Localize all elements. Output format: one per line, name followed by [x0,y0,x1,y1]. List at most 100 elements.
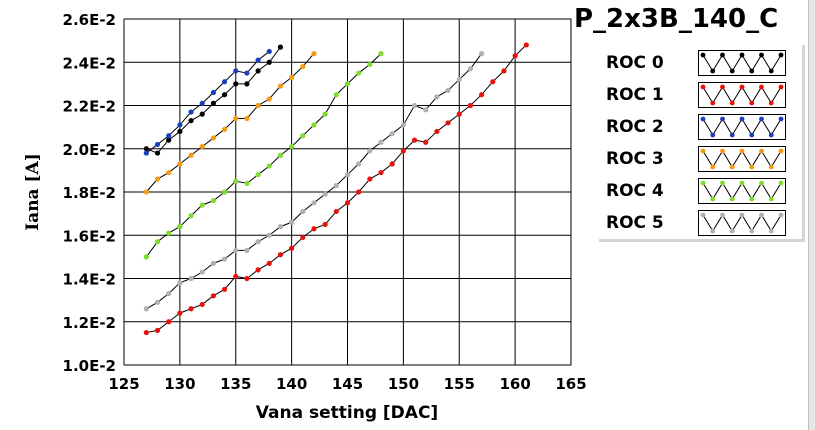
data-point [311,200,317,206]
legend-marker [720,84,725,90]
data-point [378,51,384,57]
legend-marker [729,196,735,202]
data-point [210,89,216,96]
data-point [289,219,295,225]
data-point [154,176,161,182]
data-point [210,293,216,299]
data-point [400,122,406,128]
data-point [233,81,239,87]
data-point [277,44,284,50]
data-point [322,191,328,197]
x-axis: 125 130 135 140 145 150 155 160 165 [108,375,586,393]
data-point [199,301,205,308]
data-point [255,267,261,273]
y-tick-label: 1.2E-2 [63,314,116,332]
data-point [277,252,284,258]
data-point [277,152,284,158]
legend-marker [759,116,764,122]
legend-line [702,86,782,104]
data-point [289,74,295,80]
data-point [177,161,183,167]
data-point [255,239,261,245]
legend-marker [710,68,716,74]
data-point [467,66,474,72]
data-point [166,169,172,176]
data-point [233,115,239,122]
data-point [322,221,328,228]
legend-marker [720,116,725,122]
legend-marker [778,84,784,90]
data-point [445,87,451,93]
data-point [244,70,250,76]
data-point [333,92,339,98]
data-point [154,150,161,156]
data-point [143,150,149,156]
legend-label: ROC 5 [606,213,664,233]
data-point [523,42,529,48]
legend-swatch-glyph [700,180,784,202]
legend-marker [768,68,774,74]
legend-marker [778,116,784,122]
data-point [434,94,440,100]
data-point [356,189,362,195]
x-tick-label: 125 [108,375,139,393]
data-point [143,189,149,195]
legend-marker [749,132,755,138]
x-tick-label: 130 [164,375,195,393]
window-edge [808,0,815,430]
data-point [300,234,306,241]
data-point [244,180,250,186]
legend-swatch [698,178,786,204]
legend-marker [759,180,764,186]
data-point [188,213,194,219]
data-point [154,327,161,333]
y-tick-label: 1.0E-2 [63,357,116,375]
data-point [233,247,239,253]
data-point [501,68,507,74]
series-line [145,53,315,193]
data-point [266,96,272,102]
data-point [289,245,295,251]
legend-marker [759,84,764,90]
legend-label: ROC 1 [606,85,664,105]
legend-item: ROC 2 [596,114,802,142]
data-point [210,100,216,106]
x-tick-label: 160 [499,375,530,393]
legend-marker [749,228,755,234]
data-point [188,109,194,115]
series-2 [143,48,272,156]
legend-marker [700,52,706,58]
data-point [300,133,306,139]
legend-marker [749,68,755,74]
data-point [166,230,172,236]
data-point [367,176,373,182]
y-tick-label: 1.8E-2 [63,184,116,202]
data-point [289,143,295,150]
data-point [255,68,261,74]
data-point [423,107,429,113]
data-point [166,137,172,143]
legend-label: ROC 4 [606,181,664,201]
legend-marker [739,180,745,186]
data-point [199,269,205,275]
legend-marker [768,132,774,138]
legend-label: ROC 2 [606,117,664,137]
legend-line [702,118,782,136]
data-point [311,51,317,57]
legend-marker [700,180,706,186]
data-point [333,182,339,189]
legend-swatch [698,210,786,236]
data-point [266,260,272,266]
data-point [389,131,395,137]
legend-swatch [698,82,786,108]
data-point [277,224,284,230]
series-layer [143,42,529,336]
data-point [177,224,183,230]
data-point [166,291,172,297]
y-tick-label: 1.6E-2 [63,227,116,245]
data-point [233,273,239,279]
x-axis-label: Vana setting [DAC] [256,403,438,423]
data-point [456,76,462,83]
data-point [266,163,272,169]
data-point [177,310,183,316]
